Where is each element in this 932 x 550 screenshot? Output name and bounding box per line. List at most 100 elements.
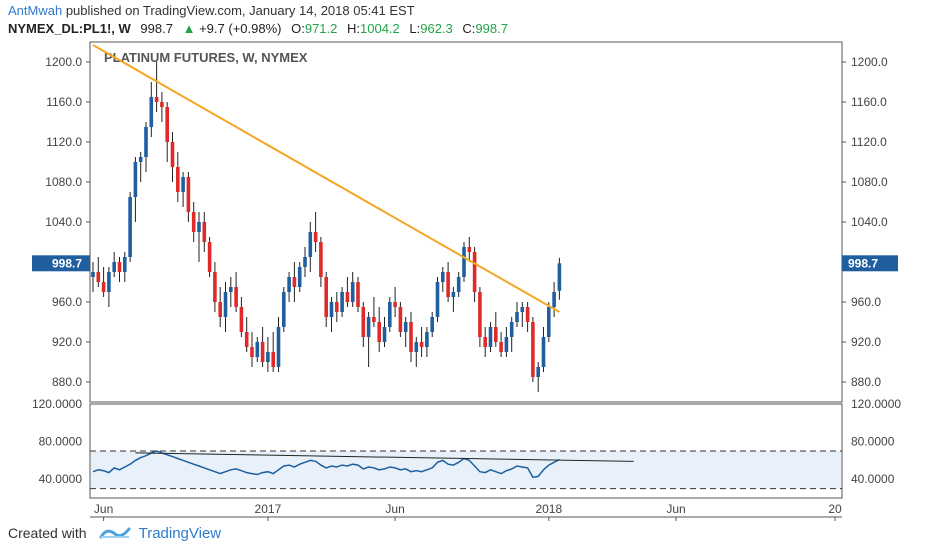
candle [107,267,111,307]
candle [345,277,350,307]
footer: Created with TradingView [8,522,221,544]
tradingview-brand[interactable]: TradingView [138,524,222,542]
tradingview-logo-icon [99,525,133,541]
candle-body [531,322,535,377]
candle-body [435,282,440,317]
created-with-text: Created with [8,525,87,541]
osc-tick-label-left: 40.0000 [39,472,83,486]
candle [181,172,185,207]
candle [234,272,238,312]
candle [112,252,116,277]
osc-tick-label-left: 80.0000 [39,435,83,449]
candle-body [170,142,175,167]
chart-header: AntMwah published on TradingView.com, Ja… [8,2,908,38]
candle [366,312,371,367]
candle [128,192,132,262]
candle-body [541,337,546,367]
candle-body [494,327,498,342]
candle-body [202,222,207,242]
last-price-label-left: 998.7 [52,256,82,270]
candle [398,302,403,337]
candle-body [372,317,376,322]
candle-body [329,302,334,317]
candle-body [319,242,323,277]
candle [515,302,519,327]
candle [319,237,323,287]
candle [356,277,360,312]
candle-body [303,257,307,267]
candle-body [297,267,302,287]
candle [271,332,275,372]
candle [520,302,525,327]
candle-body [525,307,530,322]
candle [176,152,180,202]
y-tick-label-left: 1200.0 [45,55,82,69]
y-tick-label-left: 1120.0 [46,135,82,149]
candle-body [160,102,164,107]
candle [414,337,419,367]
candle-body [266,352,270,362]
published-text: published on TradingView.com, January 14… [65,3,415,18]
candle-body [515,312,519,322]
candle [430,312,434,337]
osc-tick-label-right: 120.0000 [851,397,901,411]
candle [202,212,207,252]
candle-body [223,292,228,317]
author-link[interactable]: AntMwah [8,3,63,18]
candle [329,297,334,332]
candle-body [218,302,222,317]
candle [292,262,297,302]
candle [403,317,408,347]
candle-body [467,247,472,252]
close-label: C: [462,21,476,36]
candle [494,312,498,347]
candle [191,202,196,242]
candle-body [509,322,514,337]
candle [186,172,191,222]
candle-body [234,287,238,307]
candle [149,82,154,137]
candle [123,252,127,282]
y-tick-label-right: 880.0 [851,375,881,389]
candle [282,287,286,332]
candle [462,242,466,282]
candle-body [483,337,487,347]
candle-body [451,292,456,297]
y-tick-label-right: 1080.0 [851,175,888,189]
candle-body [133,162,138,197]
candle-body [287,277,291,292]
symbol-line: NYMEX_DL:PL1!, W 998.7 ▲ +9.7 (+0.98%) O… [8,20,908,38]
candle-body [260,342,265,362]
candle-body [244,332,249,347]
candle [451,287,456,312]
candle-body [282,292,286,327]
y-tick-label-right: 960.0 [851,295,881,309]
y-tick-label-left: 920.0 [52,335,82,349]
last-price-badge-left [32,255,90,272]
osc-tick-label-left: 120.0000 [32,397,82,411]
candle [324,272,328,327]
candle [260,327,265,367]
candle [276,317,281,372]
price-trendline [92,44,560,313]
candle-body [271,352,275,367]
candle-body [144,127,148,157]
candle-body [117,262,122,272]
candle-body [213,272,217,302]
candle-body [499,342,503,352]
y-tick-label-left: 880.0 [52,375,82,389]
candle [250,332,254,367]
y-tick-label-left: 1080.0 [45,175,82,189]
open-value: 971.2 [304,21,338,36]
candle-body [335,302,339,312]
candle [154,62,159,112]
candle [372,297,376,327]
candle-body [292,277,297,287]
candle [541,327,546,372]
candle-body [446,272,450,297]
candle-body [356,282,360,307]
candle [504,327,509,357]
candle [388,297,392,332]
candle-body [409,322,413,352]
